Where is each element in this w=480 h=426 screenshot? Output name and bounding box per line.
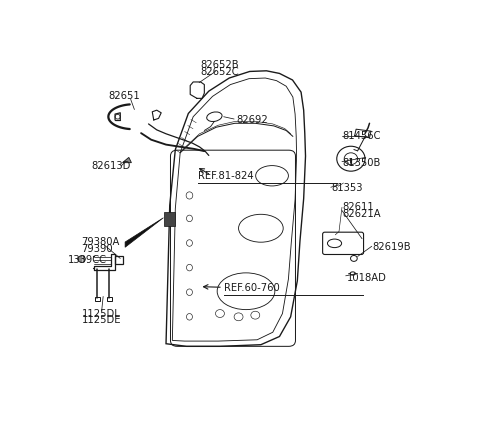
Text: 79380A: 79380A: [82, 237, 120, 247]
Text: 82692: 82692: [237, 115, 268, 125]
Text: 82652C: 82652C: [201, 67, 239, 77]
Text: 82613D: 82613D: [92, 161, 131, 171]
Text: 1125DE: 1125DE: [82, 315, 121, 325]
Bar: [107, 297, 112, 301]
Text: REF.60-760: REF.60-760: [224, 283, 279, 293]
Text: 1125DL: 1125DL: [82, 308, 121, 319]
Text: 82611: 82611: [343, 202, 374, 212]
Text: 82651: 82651: [108, 92, 140, 101]
Circle shape: [78, 256, 85, 262]
Bar: [164, 212, 175, 226]
Text: 81456C: 81456C: [343, 131, 381, 141]
Bar: [95, 297, 100, 301]
Text: 1339CC: 1339CC: [68, 256, 107, 265]
Text: 79390: 79390: [82, 244, 113, 254]
Text: REF.81-824: REF.81-824: [198, 171, 253, 181]
Text: 82652B: 82652B: [201, 60, 239, 70]
Text: 82619B: 82619B: [372, 242, 411, 252]
Bar: [115, 256, 123, 264]
Text: 1018AD: 1018AD: [347, 273, 386, 283]
Polygon shape: [122, 157, 132, 163]
Polygon shape: [125, 218, 163, 247]
Text: 82621A: 82621A: [343, 209, 381, 219]
Text: 81353: 81353: [332, 183, 363, 193]
Text: 81350B: 81350B: [343, 158, 381, 168]
